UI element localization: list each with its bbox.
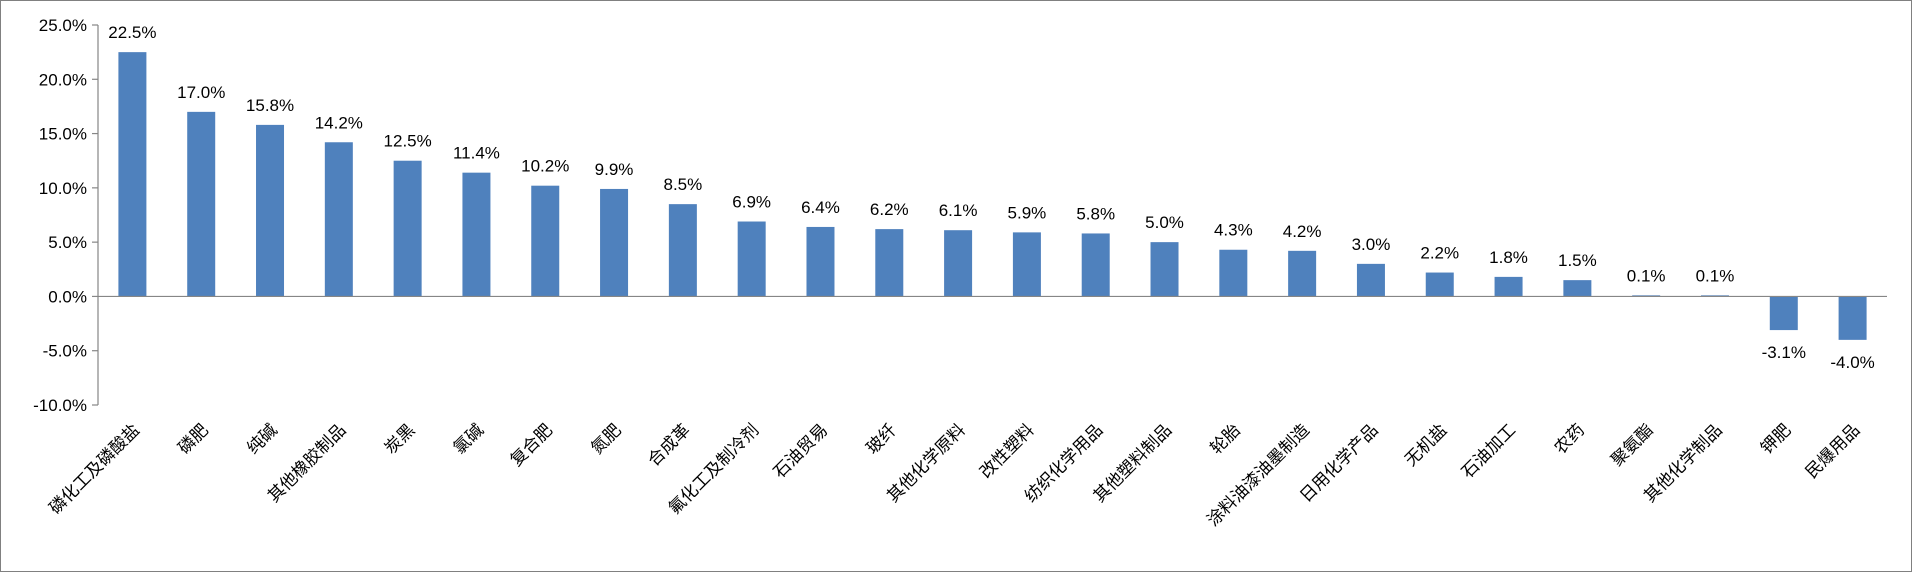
data-label: 4.2% — [1283, 222, 1322, 241]
data-label: 1.5% — [1558, 251, 1597, 270]
x-tick-label: 磷肥 — [175, 420, 212, 457]
data-label: 3.0% — [1352, 235, 1391, 254]
axes-group — [97, 25, 1887, 405]
bar — [1219, 249, 1248, 297]
bar — [324, 142, 353, 297]
bars-group — [118, 52, 1867, 340]
y-axis-ticks: 25.0% 20.0% 15.0% 10.0% 5.0% 0.0% -5.0% -10.0% — [33, 16, 98, 415]
x-tick-label: 玻纤 — [863, 420, 900, 457]
bar — [462, 172, 491, 297]
x-tick-label: 聚氨酯 — [1608, 420, 1657, 469]
data-label: 22.5% — [108, 23, 156, 42]
data-label: 6.2% — [870, 200, 909, 219]
data-label: 5.9% — [1008, 203, 1047, 222]
bar — [1288, 250, 1317, 297]
bar — [1425, 272, 1454, 297]
data-label: 0.1% — [1696, 266, 1735, 285]
data-label: 2.2% — [1420, 244, 1459, 263]
data-label: 17.0% — [177, 83, 225, 102]
data-label: 14.2% — [315, 113, 363, 132]
x-tick-label: 氯碱 — [450, 420, 487, 457]
x-tick-label: 氮肥 — [587, 420, 624, 457]
data-label: 0.1% — [1627, 266, 1666, 285]
data-labels-group: 22.5% 17.0% 15.8% 14.2% 12.5% 11.4% 10.2% 9.9% 8… — [108, 23, 1875, 372]
data-label: 6.9% — [732, 193, 771, 212]
y-tick-label: 0.0% — [48, 287, 87, 306]
data-label: 9.9% — [595, 160, 634, 179]
x-tick-label: 纯碱 — [243, 420, 280, 457]
bar — [668, 204, 697, 297]
bar — [256, 124, 285, 297]
data-label: 4.3% — [1214, 221, 1253, 240]
bar — [1563, 280, 1592, 297]
data-label: 8.5% — [663, 175, 702, 194]
x-tick-label: 无机盐 — [1401, 420, 1450, 469]
bar — [1494, 276, 1523, 297]
data-label: 6.1% — [939, 201, 978, 220]
bar — [737, 221, 766, 297]
x-tick-label: 炭黑 — [381, 420, 418, 457]
y-tick-label: 20.0% — [39, 70, 87, 89]
data-label: 1.8% — [1489, 248, 1528, 267]
bar — [600, 188, 629, 297]
data-label: -3.1% — [1762, 343, 1806, 362]
bar — [1356, 263, 1385, 297]
bar — [118, 52, 147, 297]
bar — [1838, 296, 1867, 340]
bar — [1012, 232, 1041, 297]
bar — [531, 185, 560, 297]
x-tick-label: 民爆用品 — [1802, 420, 1864, 482]
data-label: -4.0% — [1830, 353, 1874, 372]
bar — [944, 230, 973, 297]
x-tick-label: 合成革 — [644, 420, 693, 469]
bar — [1769, 296, 1798, 331]
x-tick-label: 磷化工及磷酸盐 — [46, 420, 144, 518]
x-tick-label: 钾肥 — [1757, 420, 1794, 457]
data-label: 12.5% — [384, 132, 432, 151]
y-tick-label: 10.0% — [39, 179, 87, 198]
x-tick-label: 轮胎 — [1207, 420, 1244, 457]
bar — [1081, 233, 1110, 297]
y-tick-label: -5.0% — [43, 342, 87, 361]
x-tick-label: 复合肥 — [507, 420, 556, 469]
data-label: 5.0% — [1145, 213, 1184, 232]
data-label: 11.4% — [453, 144, 500, 163]
y-tick-label: 5.0% — [48, 233, 87, 252]
data-label: 15.8% — [246, 96, 294, 115]
bar — [187, 111, 216, 297]
bar — [806, 226, 835, 297]
y-tick-label: -10.0% — [33, 396, 87, 415]
data-label: 10.2% — [521, 157, 569, 176]
y-tick-label: 25.0% — [39, 16, 87, 35]
bar — [393, 160, 422, 297]
bar — [875, 229, 904, 297]
data-label: 6.4% — [801, 198, 840, 217]
y-tick-label: 15.0% — [39, 125, 87, 144]
x-tick-label: 改性塑料 — [976, 420, 1038, 482]
x-tick-label: 农药 — [1551, 420, 1588, 457]
x-tick-label: 石油贸易 — [770, 420, 832, 482]
x-tick-label: 石油加工 — [1458, 420, 1520, 482]
bar — [1150, 242, 1179, 297]
data-label: 5.8% — [1076, 204, 1115, 223]
